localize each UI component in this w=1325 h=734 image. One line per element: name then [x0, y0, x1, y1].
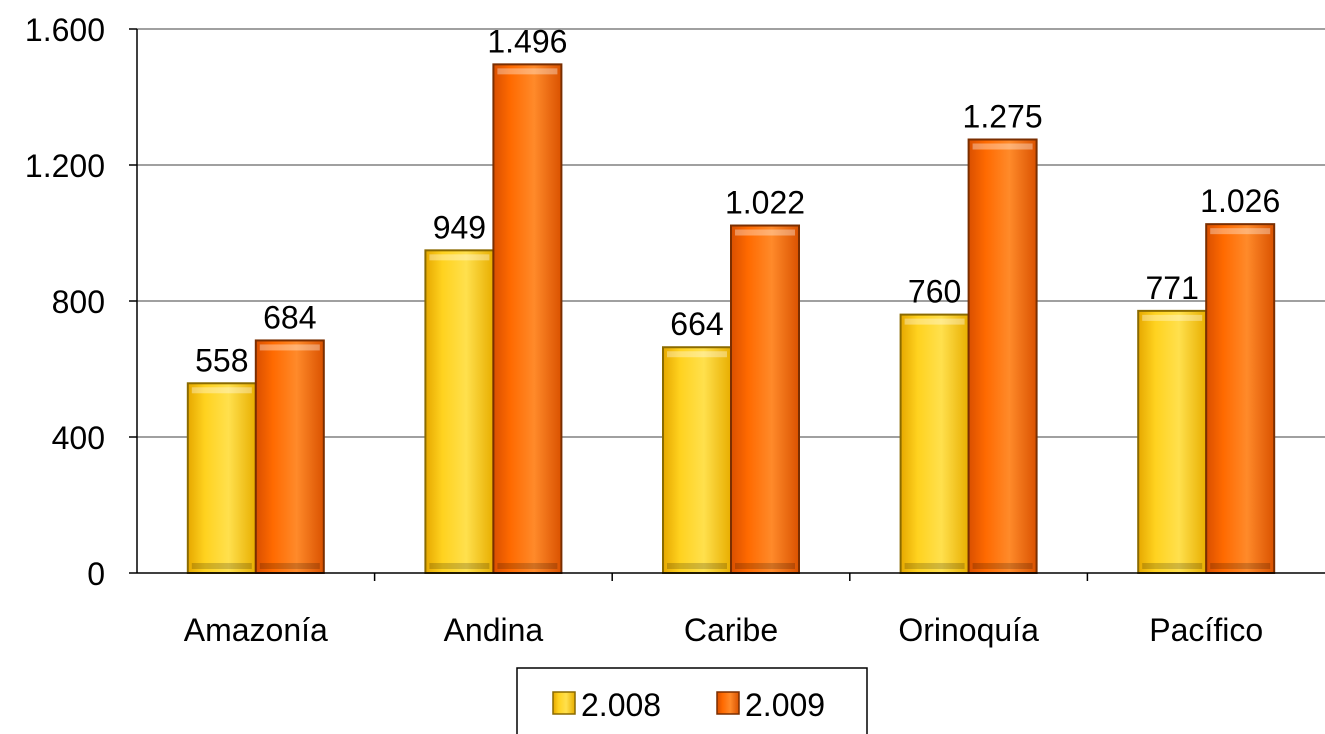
bar [967, 138, 1038, 574]
y-tick-label: 400 [52, 420, 105, 456]
data-label: 760 [908, 274, 961, 310]
legend: 2.008 2.009 [516, 667, 868, 734]
bar-bevel-top [259, 344, 320, 351]
bar-bevel-bottom [191, 563, 252, 569]
bar-2.009-Pacífico [1205, 223, 1276, 574]
data-label: 684 [263, 299, 316, 335]
bar-bevel-top [667, 351, 727, 358]
bar [254, 339, 325, 574]
bar-bevel-bottom [1210, 563, 1271, 569]
bar-bevel-top [972, 143, 1033, 150]
x-tick-label: Orinoquía [898, 612, 1039, 648]
bar-bevel-bottom [1142, 563, 1203, 569]
bar-2.009-Andina [492, 63, 563, 575]
y-tick-label: 0 [87, 556, 105, 592]
bar-bevel-top [1142, 314, 1203, 321]
data-labels: 558 684 949 1.496 664 1.022 760 1.275 771 1.026 [195, 23, 1280, 378]
bar [492, 63, 563, 575]
y-tick-label: 1.200 [25, 148, 105, 184]
bar-bevel-top [429, 254, 490, 261]
bar-bevel-bottom [972, 563, 1033, 569]
legend-swatch [716, 691, 740, 715]
x-tick-label: Amazonía [184, 612, 328, 648]
x-axis: Amazonía Andina Caribe Orinoquía Pacífico [137, 572, 1325, 648]
bar [730, 224, 800, 575]
bar-bevel-bottom [429, 563, 490, 569]
bar-bevel-bottom [667, 563, 727, 569]
bar-2.008-Caribe [662, 346, 732, 574]
bar-bevel-bottom [904, 563, 965, 569]
bar [186, 382, 257, 574]
data-label: 1.275 [963, 99, 1043, 135]
bar [899, 313, 970, 574]
bar [1205, 223, 1276, 574]
legend-swatch [552, 691, 576, 715]
bar-2.008-Andina [424, 249, 495, 574]
bar-bevel-bottom [259, 563, 320, 569]
data-label: 558 [195, 342, 248, 378]
bar-bevel-top [497, 68, 558, 75]
bar-bevel-bottom [735, 563, 795, 569]
y-tick-label: 1.600 [25, 12, 105, 48]
legend-label: 2.008 [581, 687, 661, 723]
bar-2.008-Orinoquía [899, 313, 970, 574]
bar-bevel-top [904, 318, 965, 325]
data-label: 1.022 [725, 185, 805, 221]
bar [424, 249, 495, 574]
bar-2.009-Amazonía [254, 339, 325, 574]
data-label: 664 [670, 306, 723, 342]
data-label: 1.026 [1200, 183, 1280, 219]
bar-2.009-Caribe [730, 224, 800, 575]
bar [662, 346, 732, 574]
data-label: 771 [1146, 270, 1199, 306]
bar-bevel-top [1210, 228, 1271, 235]
bar-bevel-bottom [497, 563, 558, 569]
bars [186, 63, 1276, 575]
y-tick-label: 800 [52, 284, 105, 320]
data-label: 949 [433, 209, 486, 245]
x-tick-label: Caribe [684, 612, 778, 648]
bar-bevel-top [191, 387, 252, 394]
bar-2.009-Orinoquía [967, 138, 1038, 574]
bar [1137, 309, 1208, 574]
legend-label: 2.009 [745, 687, 825, 723]
data-label: 1.496 [487, 23, 567, 59]
y-axis: 0 400 800 1.200 1.600 [25, 12, 138, 592]
x-tick-label: Andina [444, 612, 544, 648]
bar-2.008-Amazonía [186, 382, 257, 574]
bar-2.008-Pacífico [1137, 309, 1208, 574]
bar-bevel-top [735, 229, 795, 236]
x-tick-label: Pacífico [1149, 612, 1263, 648]
